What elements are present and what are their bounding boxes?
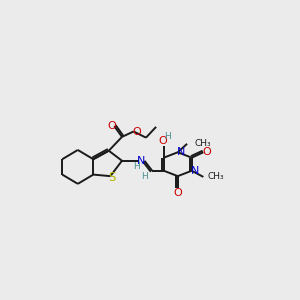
Text: N: N bbox=[190, 166, 199, 176]
Text: O: O bbox=[132, 127, 141, 137]
Text: CH₃: CH₃ bbox=[208, 172, 225, 182]
Text: CH₃: CH₃ bbox=[194, 139, 211, 148]
Text: H: H bbox=[164, 132, 171, 141]
Text: H: H bbox=[141, 172, 148, 182]
Text: O: O bbox=[173, 188, 182, 198]
Text: N: N bbox=[137, 156, 146, 166]
Text: O: O bbox=[158, 136, 167, 146]
Text: S: S bbox=[108, 171, 116, 184]
Text: H: H bbox=[133, 162, 140, 171]
Text: O: O bbox=[107, 121, 116, 131]
Text: O: O bbox=[203, 147, 212, 157]
Text: N: N bbox=[177, 147, 185, 157]
